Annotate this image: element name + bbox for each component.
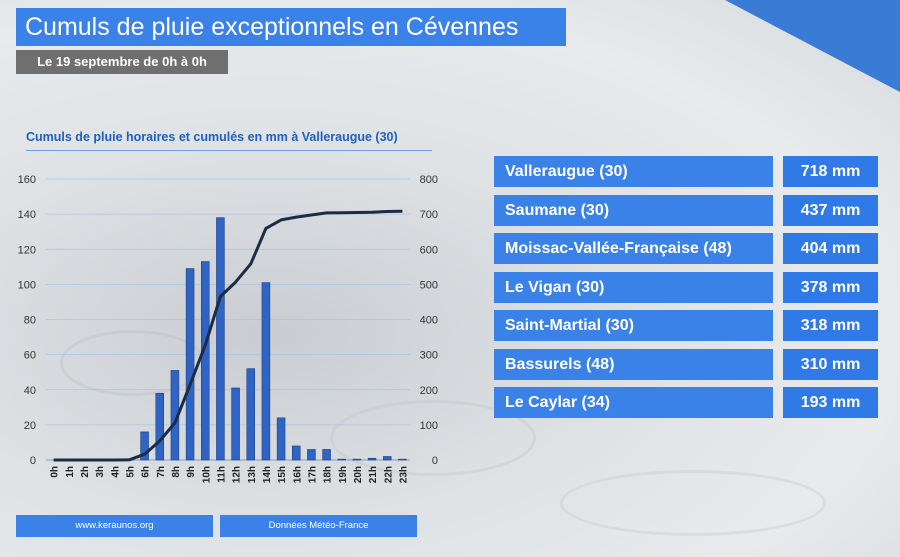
hourly-rain-bar bbox=[276, 417, 286, 461]
station-name: Valleraugue (30) bbox=[494, 156, 773, 187]
x-tick-label: 12h bbox=[232, 466, 243, 483]
corner-accent bbox=[725, 0, 900, 92]
x-tick-label: 20h bbox=[353, 466, 364, 483]
cumulative-rain-line bbox=[53, 209, 403, 462]
y-left-tick-label: 140 bbox=[18, 209, 36, 221]
y-left-tick-label: 0 bbox=[30, 455, 36, 467]
x-tick-label: 22h bbox=[383, 466, 394, 483]
y-left-tick-label: 120 bbox=[18, 244, 36, 256]
hourly-rain-bar bbox=[261, 282, 271, 461]
station-value: 378 mm bbox=[783, 271, 878, 303]
y-right-tick-label: 300 bbox=[420, 350, 438, 362]
x-tick-label: 9h bbox=[186, 466, 197, 478]
chart-title-rule bbox=[26, 150, 432, 151]
hourly-rain-bar bbox=[383, 456, 392, 461]
station-row: Valleraugue (30) 718 mm bbox=[494, 156, 878, 187]
x-tick-label: 3h bbox=[95, 466, 106, 478]
hourly-rain-bar bbox=[398, 458, 407, 461]
y-left-tick-label: 160 bbox=[18, 174, 36, 186]
station-name: Moissac-Vallée-Française (48) bbox=[494, 233, 773, 264]
station-row: Saint-Martial (30) 318 mm bbox=[494, 310, 878, 341]
source-footer: Données Météo-France bbox=[220, 515, 417, 537]
station-name: Le Caylar (34) bbox=[494, 387, 773, 418]
y-left-tick-label: 20 bbox=[24, 420, 36, 432]
y-right-tick-label: 600 bbox=[420, 244, 438, 256]
y-right-tick-label: 100 bbox=[420, 420, 438, 432]
station-value: 404 mm bbox=[783, 233, 878, 264]
station-value: 310 mm bbox=[783, 348, 878, 380]
x-tick-label: 6h bbox=[141, 466, 152, 478]
x-tick-label: 15h bbox=[277, 466, 288, 483]
station-name: Saint-Martial (30) bbox=[494, 310, 773, 341]
station-value: 437 mm bbox=[783, 194, 878, 226]
y-left-tick-label: 80 bbox=[24, 315, 36, 327]
background-ripple bbox=[330, 400, 536, 476]
x-tick-label: 16h bbox=[292, 466, 303, 483]
hourly-rain-bar bbox=[246, 368, 255, 461]
station-row: Bassurels (48) 310 mm bbox=[494, 348, 878, 380]
station-name: Le Vigan (30) bbox=[494, 271, 773, 303]
station-value: 718 mm bbox=[783, 156, 878, 187]
x-tick-label: 8h bbox=[171, 466, 182, 478]
x-tick-label: 1h bbox=[65, 466, 76, 478]
station-row: Le Caylar (34) 193 mm bbox=[494, 387, 878, 418]
hourly-rain-bar bbox=[307, 449, 316, 461]
hourly-rain-bar bbox=[337, 458, 346, 461]
station-name: Bassurels (48) bbox=[494, 348, 773, 380]
hourly-rain-bar bbox=[216, 217, 225, 461]
x-tick-label: 5h bbox=[125, 466, 136, 478]
x-tick-label: 19h bbox=[338, 466, 349, 483]
y-right-tick-label: 200 bbox=[420, 385, 438, 397]
y-right-tick-label: 400 bbox=[420, 315, 438, 327]
hourly-rain-bar bbox=[201, 261, 210, 461]
station-value: 193 mm bbox=[783, 387, 878, 418]
page-title: Cumuls de pluie exceptionnels en Cévenne… bbox=[16, 8, 566, 46]
x-tick-label: 13h bbox=[247, 466, 258, 483]
y-right-tick-label: 0 bbox=[432, 455, 438, 467]
x-tick-label: 10h bbox=[201, 466, 212, 483]
hourly-rain-bar bbox=[155, 392, 164, 461]
station-value: 318 mm bbox=[783, 310, 878, 341]
x-tick-label: 14h bbox=[262, 466, 273, 483]
x-tick-label: 4h bbox=[110, 466, 121, 478]
y-left-tick-label: 40 bbox=[24, 385, 36, 397]
hourly-rain-bar bbox=[322, 449, 331, 461]
station-name: Saumane (30) bbox=[494, 194, 773, 226]
hourly-rain-bar bbox=[292, 445, 301, 461]
x-tick-label: 2h bbox=[80, 466, 91, 478]
x-tick-label: 7h bbox=[156, 466, 167, 478]
x-tick-label: 18h bbox=[323, 466, 334, 483]
y-right-tick-label: 500 bbox=[420, 279, 438, 291]
hourly-rain-bar bbox=[185, 268, 195, 461]
y-left-tick-label: 60 bbox=[24, 350, 36, 362]
station-row: Moissac-Vallée-Française (48) 404 mm bbox=[494, 233, 878, 264]
date-subtitle: Le 19 septembre de 0h à 0h bbox=[16, 50, 228, 74]
y-right-tick-label: 700 bbox=[420, 209, 438, 221]
hourly-rain-bar bbox=[367, 457, 377, 461]
station-row: Saumane (30) 437 mm bbox=[494, 194, 878, 226]
x-tick-label: 21h bbox=[368, 466, 379, 483]
hourly-rain-bar bbox=[352, 458, 362, 461]
background-ripple bbox=[560, 470, 826, 536]
x-tick-label: 23h bbox=[398, 466, 409, 483]
y-left-tick-label: 100 bbox=[18, 279, 36, 291]
x-tick-label: 0h bbox=[50, 466, 61, 478]
y-right-tick-label: 800 bbox=[420, 174, 438, 186]
station-row: Le Vigan (30) 378 mm bbox=[494, 271, 878, 303]
website-footer[interactable]: www.keraunos.org bbox=[16, 515, 213, 537]
hourly-rain-bar bbox=[140, 431, 149, 461]
x-tick-label: 11h bbox=[216, 466, 227, 483]
chart-title: Cumuls de pluie horaires et cumulés en m… bbox=[26, 130, 398, 144]
x-tick-label: 17h bbox=[307, 466, 318, 483]
hourly-rain-bar bbox=[231, 387, 240, 461]
rainfall-chart: 0 20 40 60 80 100 120 140 160 0 100 200 300 400 500 600… bbox=[18, 174, 438, 483]
